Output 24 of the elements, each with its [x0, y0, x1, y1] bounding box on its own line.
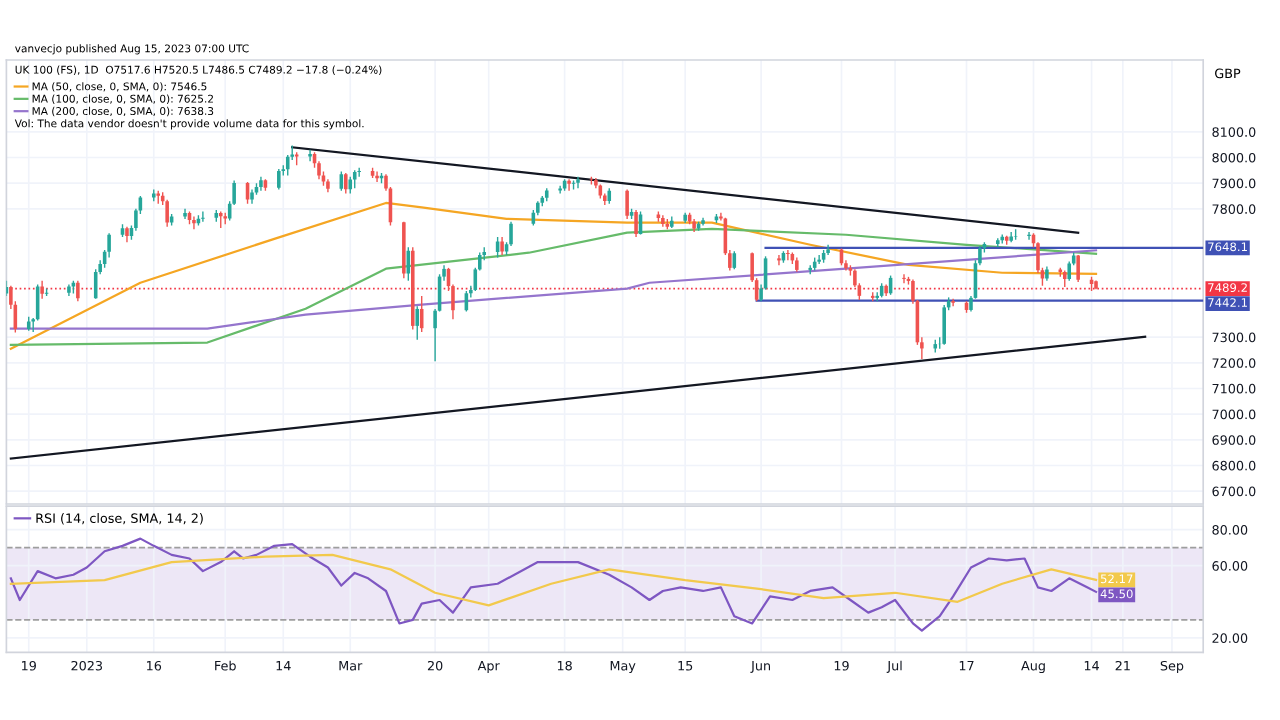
candlestick [558, 185, 562, 195]
candlestick [777, 254, 781, 267]
candlestick [165, 199, 169, 228]
candlestick [625, 188, 629, 220]
candlestick [817, 254, 821, 265]
line-series [9, 227, 1098, 346]
candlestick [634, 209, 638, 238]
candlestick [786, 249, 790, 261]
candlestick [902, 273, 906, 284]
candlestick [415, 305, 420, 341]
candlestick [576, 176, 580, 190]
candlestick [192, 215, 196, 231]
candlestick [201, 210, 205, 223]
candlestick [951, 297, 955, 308]
candlestick [567, 178, 571, 192]
line-series [9, 249, 1098, 330]
candlestick [942, 304, 946, 346]
candlestick [509, 220, 513, 247]
candlestick [1067, 260, 1072, 282]
line-series [9, 201, 1098, 350]
candlestick [344, 172, 348, 195]
candlestick [277, 168, 281, 191]
candlestick [76, 280, 80, 302]
candlestick [1076, 254, 1080, 283]
